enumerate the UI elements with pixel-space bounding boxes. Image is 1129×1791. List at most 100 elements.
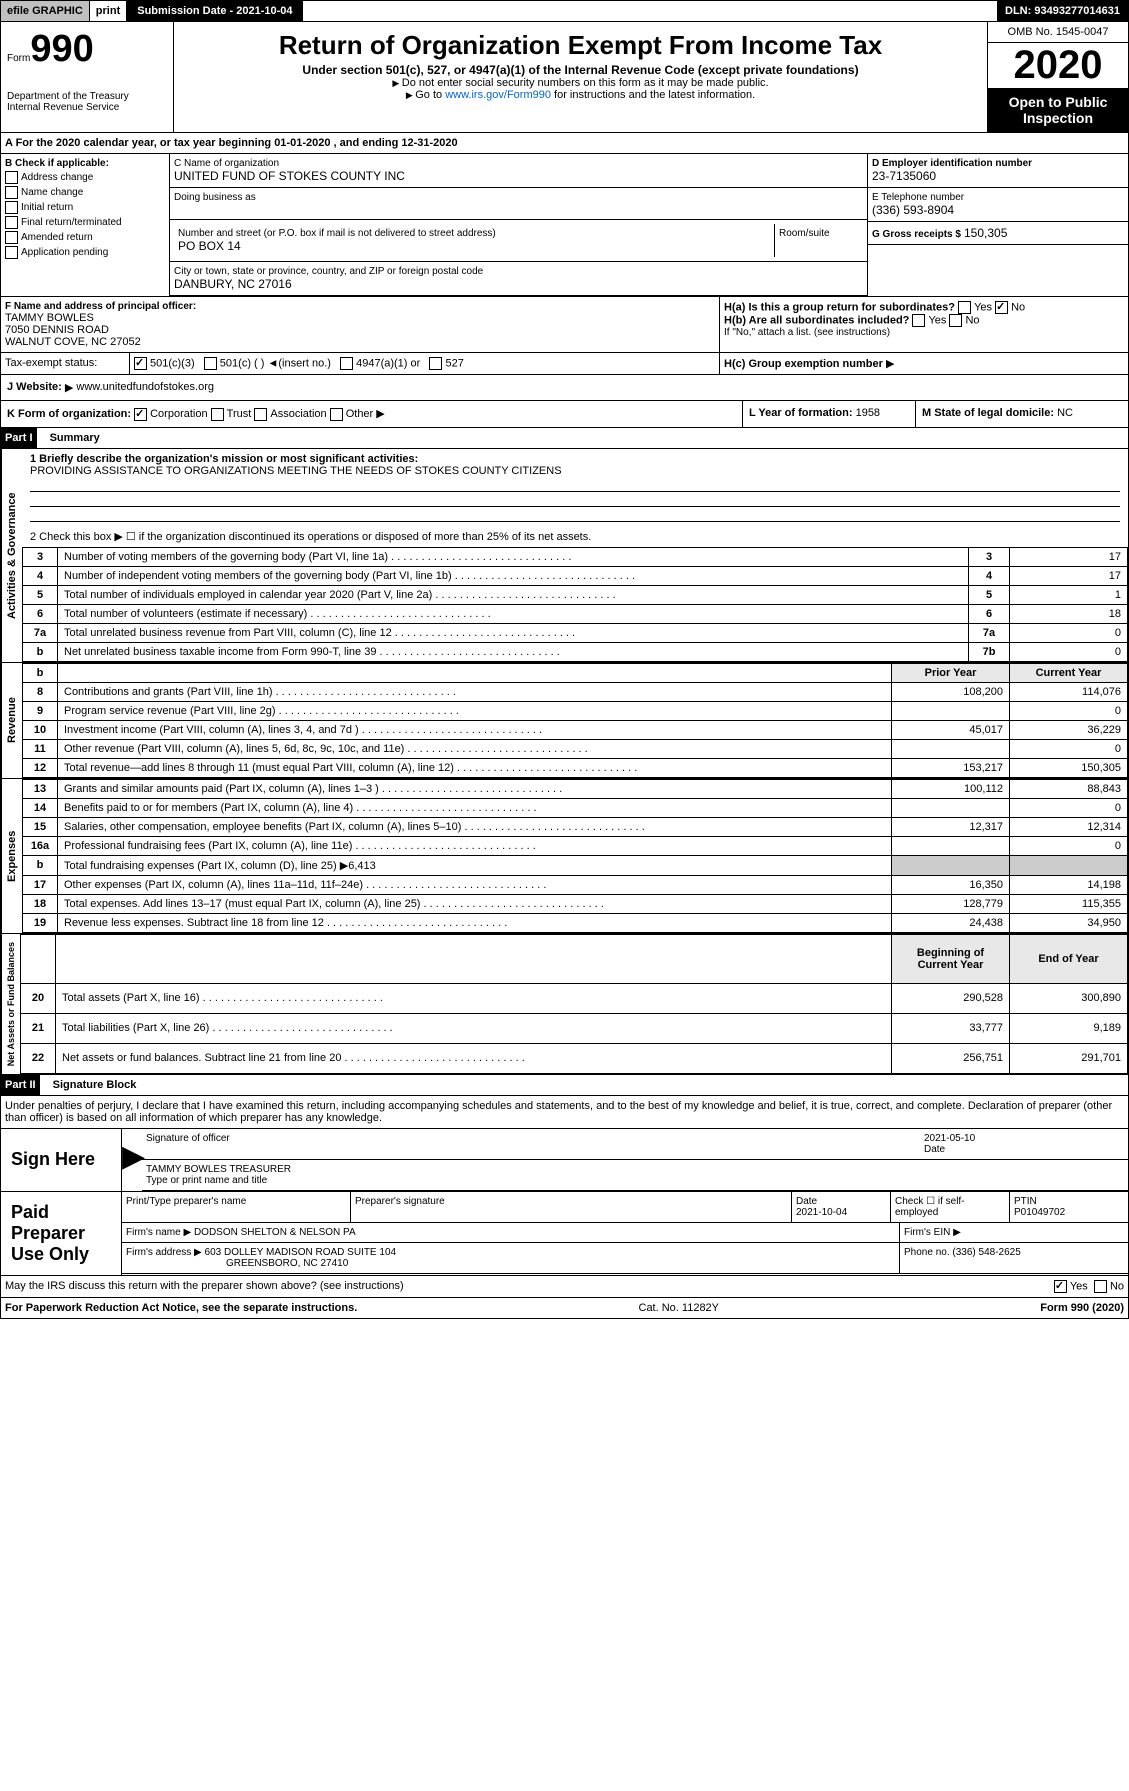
sign-arrow-icon: ▶ <box>122 1129 142 1191</box>
part1-subtitle: Summary <box>40 432 100 444</box>
gross-value: 150,305 <box>964 226 1007 240</box>
cb-pending[interactable]: Application pending <box>21 247 108 258</box>
irs-link[interactable]: www.irs.gov/Form990 <box>445 89 551 101</box>
prep-name-label: Print/Type preparer's name <box>122 1192 351 1222</box>
ein-label: D Employer identification number <box>872 158 1124 169</box>
discuss-label: May the IRS discuss this return with the… <box>5 1280 404 1293</box>
prep-date: 2021-10-04 <box>796 1207 847 1218</box>
form-number-block: Form990 Department of the Treasury Inter… <box>1 22 174 132</box>
prep-sig-label: Preparer's signature <box>351 1192 792 1222</box>
line2-text: 2 Check this box ▶ ☐ if the organization… <box>22 526 1128 547</box>
org-name-label: C Name of organization <box>174 158 863 169</box>
org-name: UNITED FUND OF STOKES COUNTY INC <box>174 169 863 183</box>
sig-name: TAMMY BOWLES TREASURER <box>146 1164 1124 1175</box>
print-button[interactable]: print <box>90 1 127 21</box>
efile-label: efile GRAPHIC <box>1 1 90 21</box>
fo-other[interactable]: Other <box>346 408 374 420</box>
ts-501c[interactable]: 501(c) ( ) ◄(insert no.) <box>220 357 331 369</box>
website-value[interactable]: www.unitedfundofstokes.org <box>76 381 214 394</box>
cb-name[interactable]: Name change <box>21 187 83 198</box>
fo-trust[interactable]: Trust <box>227 408 252 420</box>
org-address: PO BOX 14 <box>178 239 770 253</box>
perjury-text: Under penalties of perjury, I declare th… <box>0 1096 1129 1129</box>
paid-preparer-label: Paid Preparer Use Only <box>1 1192 122 1275</box>
sig-officer-label: Signature of officer <box>146 1133 924 1155</box>
sig-date-label: Date <box>924 1144 1124 1155</box>
mission-text: PROVIDING ASSISTANCE TO ORGANIZATIONS ME… <box>30 465 562 477</box>
note-ssn: Do not enter social security numbers on … <box>180 77 981 89</box>
checkbox-column: B Check if applicable: Address change Na… <box>1 154 170 296</box>
addr-label: Number and street (or P.O. box if mail i… <box>178 228 770 239</box>
revenue-vert-label: Revenue <box>1 663 22 778</box>
footer-left: For Paperwork Reduction Act Notice, see … <box>5 1302 357 1314</box>
dept-label: Department of the Treasury Internal Reve… <box>7 91 167 113</box>
fo-corp[interactable]: Corporation <box>150 408 207 420</box>
sig-date: 2021-05-10 <box>924 1133 1124 1144</box>
firm-phone: (336) 548-2625 <box>952 1247 1020 1258</box>
footer-cat: Cat. No. 11282Y <box>639 1302 720 1314</box>
officer-label: F Name and address of principal officer: <box>5 301 715 312</box>
netassets-vert-label: Net Assets or Fund Balances <box>1 934 20 1074</box>
ha-yes[interactable]: Yes <box>974 301 992 313</box>
firm-addr-label: Firm's address <box>126 1247 191 1258</box>
prep-date-label: Date <box>796 1196 817 1207</box>
fo-assoc[interactable]: Association <box>270 408 326 420</box>
inspection-label: Open to Public Inspection <box>988 88 1128 132</box>
tax-status-label: Tax-exempt status: <box>1 353 130 374</box>
gross-label: G Gross receipts $ <box>872 229 961 240</box>
firm-ein-label: Firm's EIN <box>904 1227 950 1238</box>
note2-pre: Go to <box>415 89 445 101</box>
city-label: City or town, state or province, country… <box>174 266 863 277</box>
title-block: Return of Organization Exempt From Incom… <box>174 22 987 132</box>
firm-phone-label: Phone no. <box>904 1247 950 1258</box>
phone-label: E Telephone number <box>872 192 1124 203</box>
yf-label: L Year of formation: <box>749 407 853 419</box>
cb-address[interactable]: Address change <box>21 172 93 183</box>
prior-year-header: Prior Year <box>892 663 1010 682</box>
form-subtitle: Under section 501(c), 527, or 4947(a)(1)… <box>180 63 981 77</box>
ts-4947[interactable]: 4947(a)(1) or <box>356 357 420 369</box>
form-prefix: Form <box>7 53 30 64</box>
ts-501c3[interactable]: 501(c)(3) <box>150 357 195 369</box>
hb-note: If "No," attach a list. (see instruction… <box>724 327 1124 338</box>
discuss-no[interactable]: No <box>1110 1280 1124 1292</box>
dln-number: DLN: 93493277014631 <box>997 1 1128 21</box>
note2-post: for instructions and the latest informat… <box>551 89 755 101</box>
ha-no[interactable]: No <box>1011 301 1025 313</box>
tax-period: A For the 2020 calendar year, or tax yea… <box>0 133 1129 154</box>
curr-year-header: Current Year <box>1010 663 1128 682</box>
ptin-value: P01049702 <box>1014 1207 1065 1218</box>
cb-initial[interactable]: Initial return <box>21 202 73 213</box>
officer-addr1: 7050 DENNIS ROAD <box>5 324 715 336</box>
dba-label: Doing business as <box>174 192 863 203</box>
discuss-yes[interactable]: Yes <box>1070 1280 1088 1292</box>
begin-year-header: Beginning of Current Year <box>892 934 1010 983</box>
tax-year: 2020 <box>988 43 1128 88</box>
firm-addr: 603 DOLLEY MADISON ROAD SUITE 104 <box>205 1247 397 1258</box>
website-label: J Website: <box>7 381 62 394</box>
part1-title: Part I <box>1 428 37 448</box>
ha-label: H(a) Is this a group return for subordin… <box>724 301 955 313</box>
form-title: Return of Organization Exempt From Incom… <box>180 30 981 61</box>
ts-527[interactable]: 527 <box>445 357 463 369</box>
officer-name: TAMMY BOWLES <box>5 312 715 324</box>
form-990-number: 990 <box>30 28 93 70</box>
footer-form: Form 990 (2020) <box>1040 1302 1124 1314</box>
mission-label: 1 Briefly describe the organization's mi… <box>30 453 418 465</box>
room-label: Room/suite <box>779 228 859 239</box>
expenses-vert-label: Expenses <box>1 779 22 933</box>
form-org-label: K Form of organization: <box>7 408 131 420</box>
officer-addr2: WALNUT COVE, NC 27052 <box>5 336 715 348</box>
omb-number: OMB No. 1545-0047 <box>988 22 1128 43</box>
checkbox-heading: B Check if applicable: <box>5 158 165 169</box>
sign-here-label: Sign Here <box>1 1129 122 1191</box>
activities-vert-label: Activities & Governance <box>1 449 22 662</box>
cb-amended[interactable]: Amended return <box>21 232 93 243</box>
dom-value: NC <box>1057 407 1073 419</box>
ein-value: 23-7135060 <box>872 169 1124 183</box>
hc-label: H(c) Group exemption number <box>724 358 883 370</box>
cb-final[interactable]: Final return/terminated <box>21 217 122 228</box>
hb-label: H(b) Are all subordinates included? <box>724 314 909 326</box>
year-block: OMB No. 1545-0047 2020 Open to Public In… <box>987 22 1128 132</box>
yf-value: 1958 <box>856 407 880 419</box>
